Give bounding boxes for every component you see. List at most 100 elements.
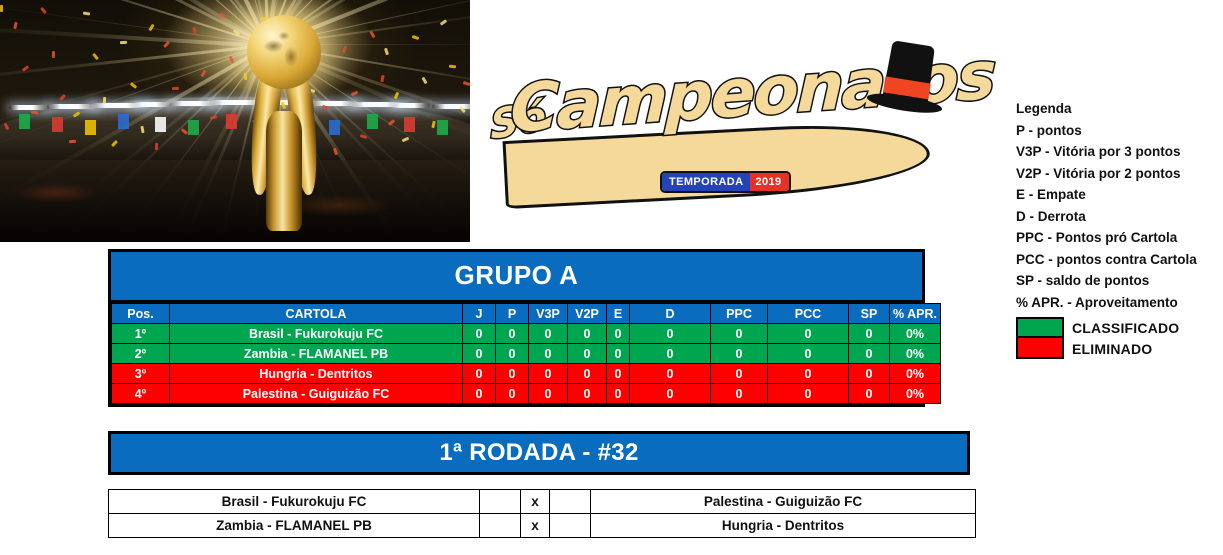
- fixture-home-score: [479, 489, 521, 514]
- table-row: 1º Brasil - Fukurokuju FC 0 0 0 0 0 0 0 0 0 0%: [111, 323, 941, 344]
- fixture-away-score: [549, 489, 591, 514]
- legend-item: SP - saldo de pontos: [1016, 273, 1150, 288]
- cell-v3p: 0: [528, 383, 568, 404]
- legend-item: P - pontos: [1016, 122, 1082, 138]
- legend-swatch-label: CLASSIFICADO: [1072, 319, 1180, 336]
- brand-logo: Só Campeonatos TEMPORADA 2019: [470, 0, 1000, 242]
- cell-p: 0: [495, 343, 529, 364]
- legend-swatch-row: ELIMINADO: [1016, 338, 1216, 359]
- stadium-crowd: [0, 159, 470, 242]
- cell-e: 0: [606, 343, 630, 364]
- legend-item: PPC - Pontos pró Cartola: [1016, 230, 1178, 245]
- cell-e: 0: [606, 363, 630, 384]
- cell-e: 0: [606, 383, 630, 404]
- fixture-home: Brasil - Fukurokuju FC: [108, 489, 480, 514]
- legend-lines: P - pontos V3P - Vitória por 3 pontos V2P …: [1016, 122, 1216, 310]
- fixtures-table: Brasil - Fukurokuju FC x Palestina - Guigu…: [108, 489, 976, 538]
- fixture-sep: x: [520, 513, 550, 538]
- cell-apr: 0%: [889, 363, 941, 384]
- cell-p: 0: [495, 323, 529, 344]
- cell-sp: 0: [848, 383, 890, 404]
- cell-j: 0: [462, 363, 496, 384]
- trophy-globe: [247, 14, 322, 89]
- round-title: 1ª RODADA - #32: [439, 439, 639, 466]
- cell-j: 0: [462, 323, 496, 344]
- cell-pos: 2º: [111, 343, 170, 364]
- cell-name: Zambia - FLAMANEL PB: [169, 343, 463, 364]
- hero-trophy-image: [0, 0, 470, 242]
- season-badge: TEMPORADA 2019: [660, 171, 791, 193]
- round-title-bar: 1ª RODADA - #32: [108, 431, 970, 475]
- legend-swatch-label: ELIMINADO: [1072, 340, 1153, 357]
- legend-item: E - Empate: [1016, 187, 1086, 202]
- standings-table: Pos. CARTOLA J P V3P V2P E D PPC PCC SP …: [111, 303, 941, 404]
- cell-pcc: 0: [767, 383, 849, 404]
- cell-apr: 0%: [889, 343, 941, 364]
- cell-name: Brasil - Fukurokuju FC: [169, 323, 463, 344]
- fixture-home: Zambia - FLAMANEL PB: [108, 513, 480, 538]
- header-ppc: PPC: [710, 303, 768, 324]
- cell-ppc: 0: [710, 323, 768, 344]
- season-badge-label: TEMPORADA: [662, 173, 750, 191]
- cell-ppc: 0: [710, 383, 768, 404]
- header-d: D: [629, 303, 711, 324]
- cell-j: 0: [462, 383, 496, 404]
- cell-ppc: 0: [710, 363, 768, 384]
- fixture-away-score: [549, 513, 591, 538]
- legend-panel: Legenda P - pontos V3P - Vitória por 3 po…: [1016, 102, 1216, 359]
- cell-p: 0: [495, 383, 529, 404]
- legend-swatches: CLASSIFICADO ELIMINADO: [1016, 317, 1216, 359]
- cell-ppc: 0: [710, 343, 768, 364]
- fixture-away: Palestina - Guiguizão FC: [590, 489, 976, 514]
- top-hat-icon: [864, 37, 951, 126]
- header-pcc: PCC: [767, 303, 849, 324]
- fixture-sep: x: [520, 489, 550, 514]
- fixture-row: Zambia - FLAMANEL PB x Hungria - Dentritos: [108, 513, 976, 538]
- header-v3p: V3P: [528, 303, 568, 324]
- cell-j: 0: [462, 343, 496, 364]
- fixture-away: Hungria - Dentritos: [590, 513, 976, 538]
- cell-d: 0: [629, 363, 711, 384]
- legend-item: PCC - pontos contra Cartola: [1016, 251, 1197, 267]
- group-standings-block: GRUPO A Pos. CARTOLA J P V3P V2P E D PPC…: [108, 249, 941, 407]
- cell-v2p: 0: [567, 323, 607, 344]
- legend-color-swatch: [1016, 338, 1064, 359]
- cell-p: 0: [495, 363, 529, 384]
- table-row: 2º Zambia - FLAMANEL PB 0 0 0 0 0 0 0 0 0 0%: [111, 343, 941, 364]
- cell-v2p: 0: [567, 383, 607, 404]
- world-cup-trophy-icon: [230, 14, 338, 242]
- header-p: P: [495, 303, 529, 324]
- cell-v3p: 0: [528, 363, 568, 384]
- cell-d: 0: [629, 343, 711, 364]
- cell-apr: 0%: [889, 383, 941, 404]
- legend-swatch-row: CLASSIFICADO: [1016, 317, 1216, 338]
- header-cartola: CARTOLA: [169, 303, 463, 324]
- cell-apr: 0%: [889, 323, 941, 344]
- cell-v3p: 0: [528, 343, 568, 364]
- legend-item: V2P - Vitória por 2 pontos: [1016, 165, 1181, 181]
- cell-pos: 4º: [111, 383, 170, 404]
- group-title: GRUPO A: [111, 252, 922, 303]
- table-row: 3º Hungria - Dentritos 0 0 0 0 0 0 0 0 0 0%: [111, 363, 941, 384]
- cell-d: 0: [629, 323, 711, 344]
- cell-d: 0: [629, 383, 711, 404]
- cell-sp: 0: [848, 323, 890, 344]
- cell-pos: 3º: [111, 363, 170, 384]
- fixture-row: Brasil - Fukurokuju FC x Palestina - Guigu…: [108, 489, 976, 514]
- header-e: E: [606, 303, 630, 324]
- cell-name: Palestina - Guiguizão FC: [169, 383, 463, 404]
- cell-pcc: 0: [767, 343, 849, 364]
- cell-sp: 0: [848, 343, 890, 364]
- cell-v3p: 0: [528, 323, 568, 344]
- cell-sp: 0: [848, 363, 890, 384]
- legend-item: % APR. - Aproveitamento: [1016, 294, 1178, 310]
- header-j: J: [462, 303, 496, 324]
- cell-e: 0: [606, 323, 630, 344]
- cell-v2p: 0: [567, 343, 607, 364]
- header-apr: % APR.: [889, 303, 941, 324]
- cell-name: Hungria - Dentritos: [169, 363, 463, 384]
- trophy-stem: [266, 110, 303, 231]
- standings-header-row: Pos. CARTOLA J P V3P V2P E D PPC PCC SP …: [111, 303, 941, 324]
- legend-title: Legenda: [1016, 101, 1072, 116]
- legend-color-swatch: [1016, 317, 1064, 338]
